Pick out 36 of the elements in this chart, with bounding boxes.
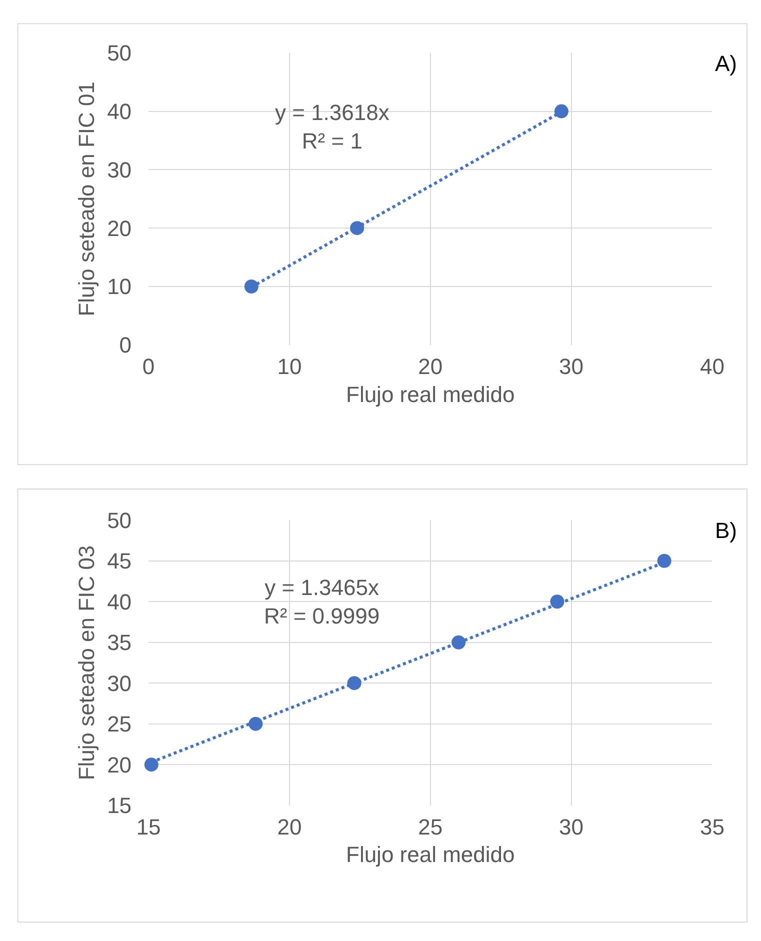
y-tick-label: 40	[107, 98, 132, 124]
y-tick-label: 30	[107, 670, 132, 696]
x-axis-title: Flujo real medido	[346, 382, 515, 407]
y-tick-label: 50	[107, 40, 132, 66]
text: B)	[715, 518, 737, 543]
y-tick-label: 20	[107, 216, 132, 241]
y-tick-label: 15	[107, 793, 132, 818]
annotation: y = 1.3465x R² = 0.9999	[264, 575, 380, 629]
x-tick-label: 35	[700, 814, 724, 840]
y-tick-label: 50	[107, 508, 132, 533]
point	[244, 280, 258, 294]
y-tick-label: 20	[107, 752, 132, 778]
text: A)	[715, 51, 737, 76]
y-axis-title: Flujo seteado en FIC 01	[74, 81, 99, 316]
x-tick-label: 30	[559, 814, 584, 840]
y-tick-label: 10	[107, 274, 132, 300]
y-tick-label: 30	[107, 157, 132, 182]
x-tick-label: 0	[142, 354, 155, 379]
y-tick-label: 45	[107, 548, 132, 574]
x-tick-label: 20	[418, 354, 443, 379]
y-tick-label: 35	[107, 630, 132, 656]
y-tick-label: 0	[119, 332, 132, 358]
x-tick-label: 25	[418, 814, 443, 840]
point	[657, 554, 672, 568]
point	[554, 104, 568, 118]
x-tick-label: 10	[277, 354, 302, 379]
y-axis-title: Flujo seteado en FIC 03	[74, 545, 99, 780]
y-tick-label: 25	[107, 712, 132, 737]
x-tick-label: 15	[136, 814, 161, 840]
x-axis-title: Flujo real medido	[346, 842, 515, 868]
x-tick-label: 20	[277, 814, 302, 840]
point	[144, 758, 158, 772]
annotation: y = 1.3618x R² = 1	[275, 100, 390, 154]
y-tick-label: 40	[107, 589, 132, 614]
x-tick-label: 40	[700, 354, 724, 379]
x-tick-label: 30	[559, 354, 584, 379]
